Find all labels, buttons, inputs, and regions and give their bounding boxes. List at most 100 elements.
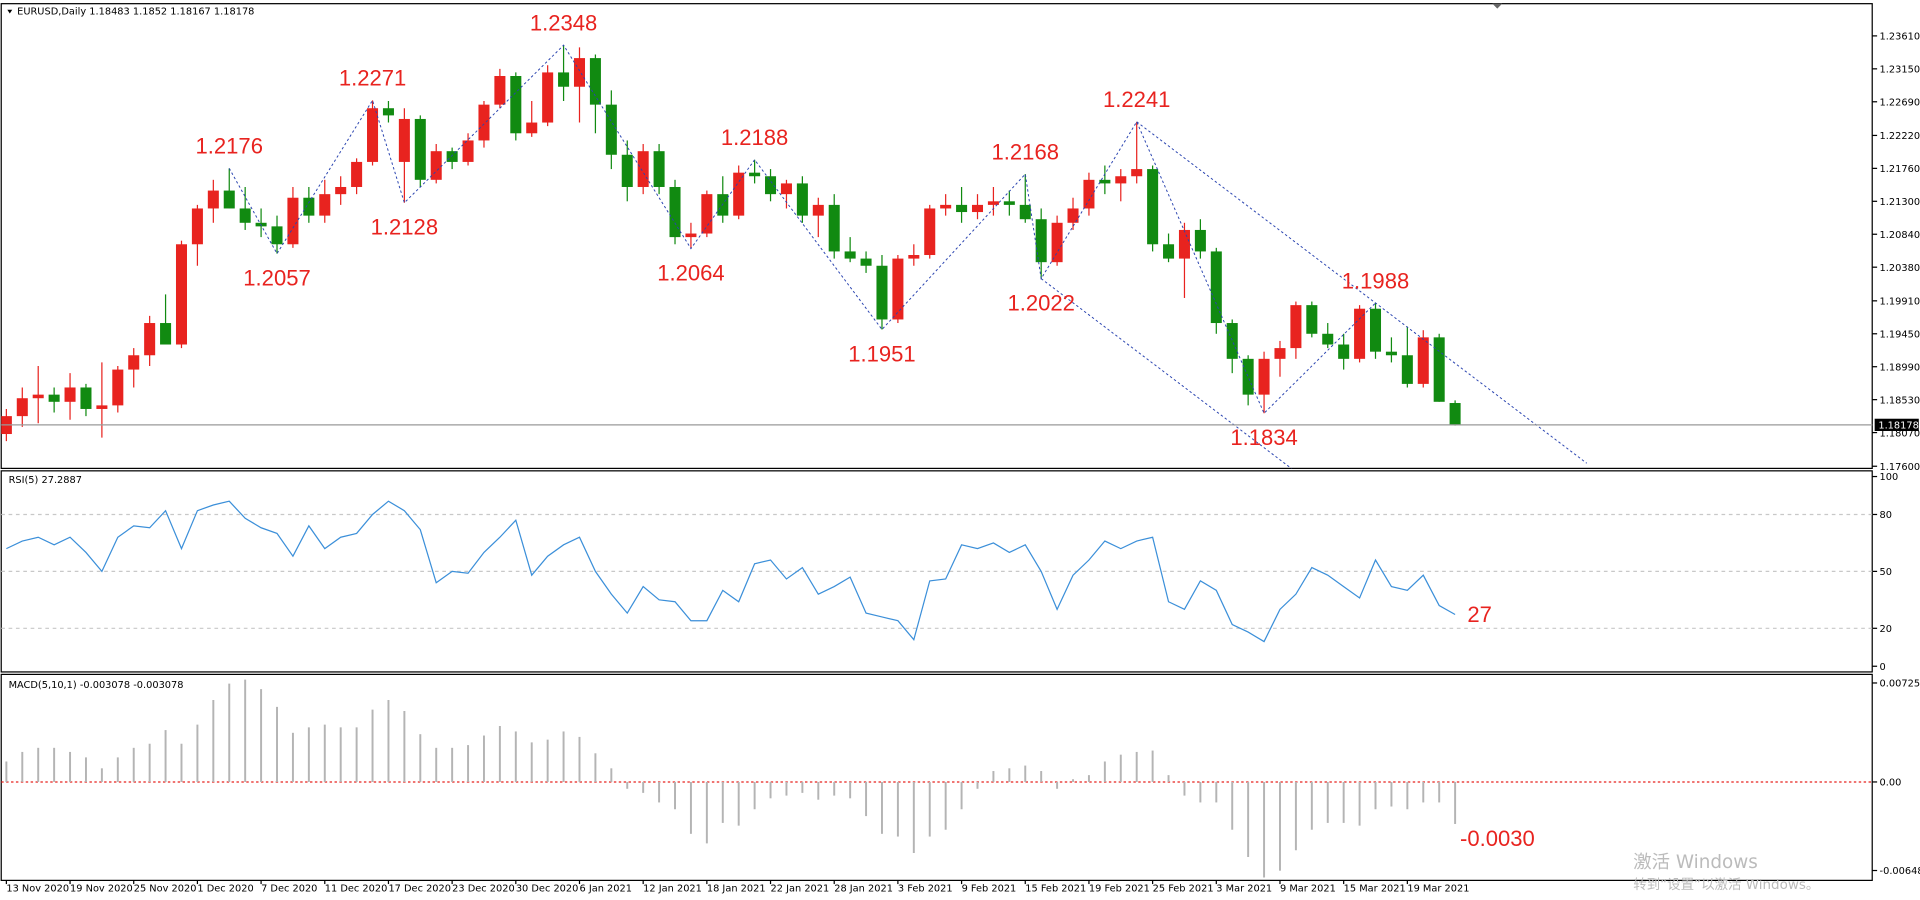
x-tick-label: 3 Mar 2021 [1216,883,1272,894]
y-tick-label: 1.20380 [1880,263,1920,274]
candle-body [828,204,840,252]
candle-body [860,258,872,266]
candle-body [160,323,172,345]
candle-body [191,208,203,245]
y-tick-label: 1.23150 [1880,65,1920,76]
swing-label: 1.2128 [371,215,438,240]
rsi-last: 27.2887 [41,475,82,486]
candle-body [1354,308,1366,359]
candle-body [812,204,824,216]
y-tick-label: 1.18070 [1880,428,1920,439]
candle-body [446,151,458,162]
candle-body [223,190,235,209]
candle-body [1003,201,1015,205]
candles [1,44,1588,469]
rsi-annotation: 27 [1467,602,1492,627]
candle-body [573,58,586,87]
candle-body [796,183,808,216]
x-tick-label: 19 Mar 2021 [1407,883,1469,894]
candle-body [971,204,984,213]
candle-body [112,369,124,406]
candle-body [207,190,219,209]
candle-body [844,251,856,259]
y-tick-label: 1.19450 [1880,329,1920,340]
candle-body [1035,219,1047,263]
candle-body [1433,337,1445,402]
candle-body [924,208,936,256]
menu-arrow[interactable] [7,9,13,14]
y-tick-label: 1.22220 [1880,131,1920,142]
hdr-high: 1.1852 [133,7,167,18]
candle-body [351,161,363,187]
x-tick-label: 9 Feb 2021 [962,883,1017,894]
channel-upper [1136,121,1588,464]
candle-body [1099,179,1111,184]
candle-body [589,58,601,105]
x-tick-label: 13 Nov 2020 [6,883,69,894]
swing-label: 1.2241 [1103,87,1170,112]
x-tick-label: 25 Feb 2021 [1153,883,1214,894]
candle-body [319,194,331,216]
swing-label: 1.2168 [992,139,1059,164]
y-tick-label: 100 [1880,472,1899,483]
candle-body [605,104,617,155]
y-tick-label: 0 [1880,662,1886,673]
candle-body [510,75,522,134]
candle-body [1147,169,1159,245]
candle-body [128,355,140,370]
y-tick-label: 1.21300 [1880,197,1920,208]
candle-body [1322,333,1334,345]
x-tick-label: 25 Nov 2020 [134,883,197,894]
y-tick-label: 80 [1880,510,1892,521]
rsi [6,500,1456,643]
rsi-header: RSI(5) 27.2887 [9,475,82,486]
candle-body [1210,251,1222,324]
watermark-text: 转到“设置”以激活 Windows。 [1633,877,1819,893]
x-tick-label: 18 Jan 2021 [707,883,766,894]
x-tick-label: 28 Jan 2021 [834,883,893,894]
y-tick-label: 1.18990 [1880,362,1920,373]
macd-title: MACD(5,10,1) [9,680,77,691]
x-tick-label: 9 Mar 2021 [1280,883,1336,894]
y-tick-label: 1.21760 [1880,164,1920,175]
x-tick-label: 23 Dec 2020 [452,883,515,894]
swing-label: 1.2271 [339,66,406,91]
swing-label: 1.2188 [721,125,788,150]
candle-body [1242,358,1254,395]
x-tick-label: 15 Mar 2021 [1344,883,1406,894]
macd-panel [0,673,1873,881]
y-tick-label: 1.20840 [1880,230,1920,241]
y-tick-label: 1.18530 [1880,395,1920,406]
y-tick-label: 1.22690 [1880,97,1920,108]
hdr-low: 1.18167 [170,7,211,18]
swing-label: 1.2064 [657,260,724,285]
candle-body [1401,355,1413,384]
rsi-title: RSI(5) [9,475,39,486]
candle-body [765,176,777,195]
candle-body [669,186,681,238]
candle-body [462,140,474,162]
candle-body [956,204,968,213]
x-tick-label: 3 Feb 2021 [898,883,953,894]
candle-body [382,108,394,116]
swing-label: 1.2348 [530,10,597,35]
candle-body [908,255,920,259]
candle-body [271,226,283,245]
candle-body [239,208,251,223]
hdr-open: 1.18483 [89,7,130,18]
candle-body [1258,358,1270,395]
x-tick-label: 1 Dec 2020 [197,883,253,894]
candle-body [1226,323,1238,359]
macd-header: MACD(5,10,1) -0.003078 -0.003078 [9,680,184,691]
candle-body [1306,305,1318,334]
x-tick-label: 12 Jan 2021 [643,883,702,894]
swing-label: 1.1834 [1230,425,1297,450]
candle-body [478,104,490,141]
macd-annotation: -0.0030 [1460,826,1535,851]
y-tick-label: -0.006487 [1880,866,1920,877]
price-header: EURUSD,Daily 1.18483 1.1852 1.18167 1.18… [17,7,254,18]
candle-body [96,405,108,409]
candle-body [1051,222,1063,263]
macd-last: -0.003078 [80,680,130,691]
